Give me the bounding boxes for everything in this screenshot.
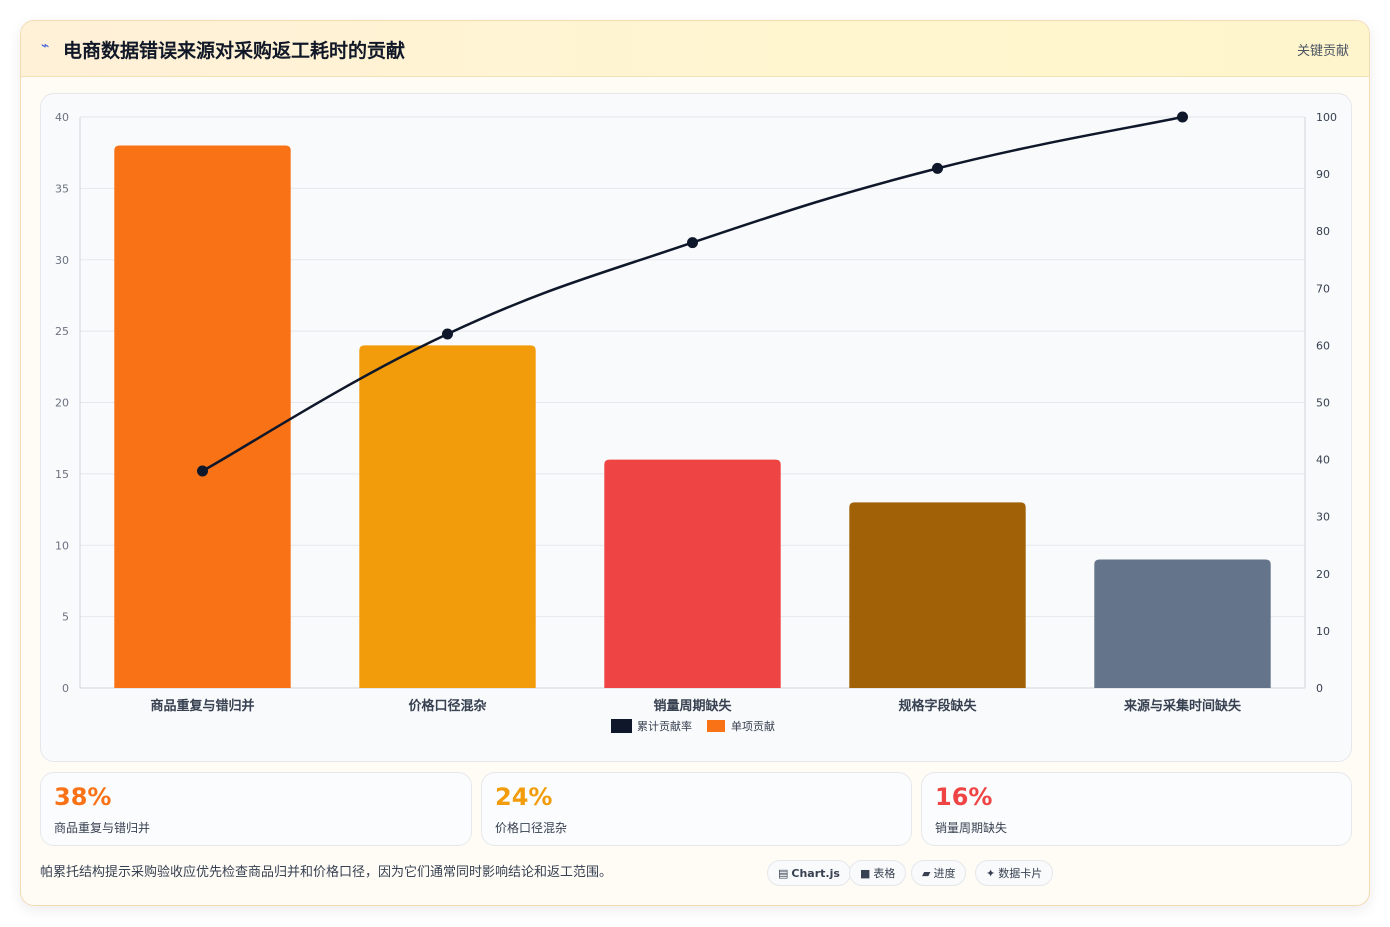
cumulative-point	[687, 237, 698, 249]
table-icon: ■	[860, 867, 871, 880]
stat-card-2: 24% 价格口径混杂	[481, 772, 912, 846]
y-right-tick: 0	[1316, 682, 1323, 695]
y-right-tick: 80	[1316, 225, 1330, 238]
chip-data-card[interactable]: ✦ 数据卡片	[975, 860, 1054, 886]
cumulative-line	[201, 115, 1183, 473]
y-left-tick: 20	[55, 397, 69, 410]
y-left-tick: 40	[55, 111, 69, 124]
y-right-tick: 60	[1316, 339, 1330, 352]
x-tick-label: 价格口径混杂	[408, 698, 486, 714]
cumulative-point	[197, 465, 208, 477]
header-tag: 关键贡献	[1296, 44, 1349, 59]
sparkle-icon: ✦	[986, 867, 996, 880]
cumulative-point	[932, 162, 943, 174]
chip-progress[interactable]: ▰ 进度	[911, 860, 967, 886]
y-left-tick: 0	[62, 682, 69, 695]
stat-value: 24%	[495, 783, 553, 811]
y-left-tick: 15	[55, 468, 69, 481]
chart-panel: 0 5 10 15 20 25 30 35 40 0 10 20 30 40 50 60 70 80 90 100 商品…	[40, 93, 1352, 762]
chart-icon: ▤	[778, 867, 789, 880]
chart-card: ⌁ 电商数据错误来源对采购返工耗时的贡献 关键贡献 0 5 10 15 20 25 30 35…	[20, 20, 1370, 906]
stat-value: 16%	[935, 783, 993, 811]
legend-label-single: 单项贡献	[731, 719, 775, 733]
chip-label: 数据卡片	[998, 867, 1043, 880]
y-right-tick: 100	[1316, 111, 1337, 124]
y-right-tick: 90	[1316, 168, 1330, 181]
stat-label: 销量周期缺失	[935, 821, 1008, 835]
legend-label-cumulative: 累计贡献率	[637, 719, 692, 733]
cumulative-point	[1177, 111, 1188, 123]
legend-swatch-cumulative	[611, 719, 632, 733]
stat-label: 价格口径混杂	[495, 821, 568, 835]
legend-swatch-single	[707, 720, 725, 732]
pareto-chart: 0 5 10 15 20 25 30 35 40 0 10 20 30 40 50 60 70 80 90 100 商品…	[55, 111, 1337, 733]
y-left-tick: 30	[55, 254, 69, 267]
cumulative-point	[442, 328, 453, 340]
bar	[114, 145, 291, 689]
lightning-icon: ⌁	[41, 38, 50, 54]
y-left-tick: 5	[62, 611, 69, 624]
stat-card-3: 16% 销量周期缺失	[921, 772, 1352, 846]
bar	[1094, 559, 1271, 688]
chip-label: 表格	[873, 867, 896, 880]
bar	[849, 502, 1026, 688]
y-left-tick: 25	[55, 325, 69, 338]
footer-note: 帕累托结构提示采购验收应优先检查商品归并和价格口径，因为它们通常同时影响结论和返…	[40, 865, 613, 880]
progress-icon: ▰	[922, 867, 931, 880]
y-right-tick: 40	[1316, 454, 1330, 467]
x-tick-label: 来源与采集时间缺失	[1123, 698, 1242, 714]
stat-value: 38%	[54, 783, 112, 811]
y-right-tick: 10	[1316, 625, 1330, 638]
y-left-tick: 10	[55, 539, 69, 552]
card-header: ⌁ 电商数据错误来源对采购返工耗时的贡献 关键贡献	[21, 21, 1369, 77]
y-right-tick: 70	[1316, 282, 1330, 295]
page-title: 电商数据错误来源对采购返工耗时的贡献	[63, 40, 406, 62]
stat-label: 商品重复与错归并	[54, 821, 151, 835]
chip-label: Chart.js	[791, 867, 840, 880]
x-tick-label: 规格字段缺失	[898, 698, 977, 714]
y-right-tick: 30	[1316, 511, 1330, 524]
chip-chartjs[interactable]: ▤ Chart.js	[767, 860, 851, 886]
stat-card-1: 38% 商品重复与错归并	[40, 772, 472, 846]
y-right-tick: 20	[1316, 568, 1330, 581]
x-tick-label: 销量周期缺失	[653, 698, 732, 714]
bar	[604, 459, 781, 688]
y-right-tick: 50	[1316, 397, 1330, 410]
chip-label: 进度	[933, 867, 956, 880]
y-left-tick: 35	[55, 182, 69, 195]
bar	[359, 345, 536, 688]
chip-table[interactable]: ■ 表格	[849, 860, 907, 886]
x-tick-label: 商品重复与错归并	[150, 698, 254, 714]
